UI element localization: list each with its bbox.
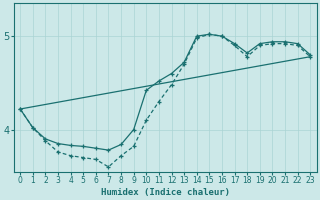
X-axis label: Humidex (Indice chaleur): Humidex (Indice chaleur) xyxy=(101,188,230,197)
